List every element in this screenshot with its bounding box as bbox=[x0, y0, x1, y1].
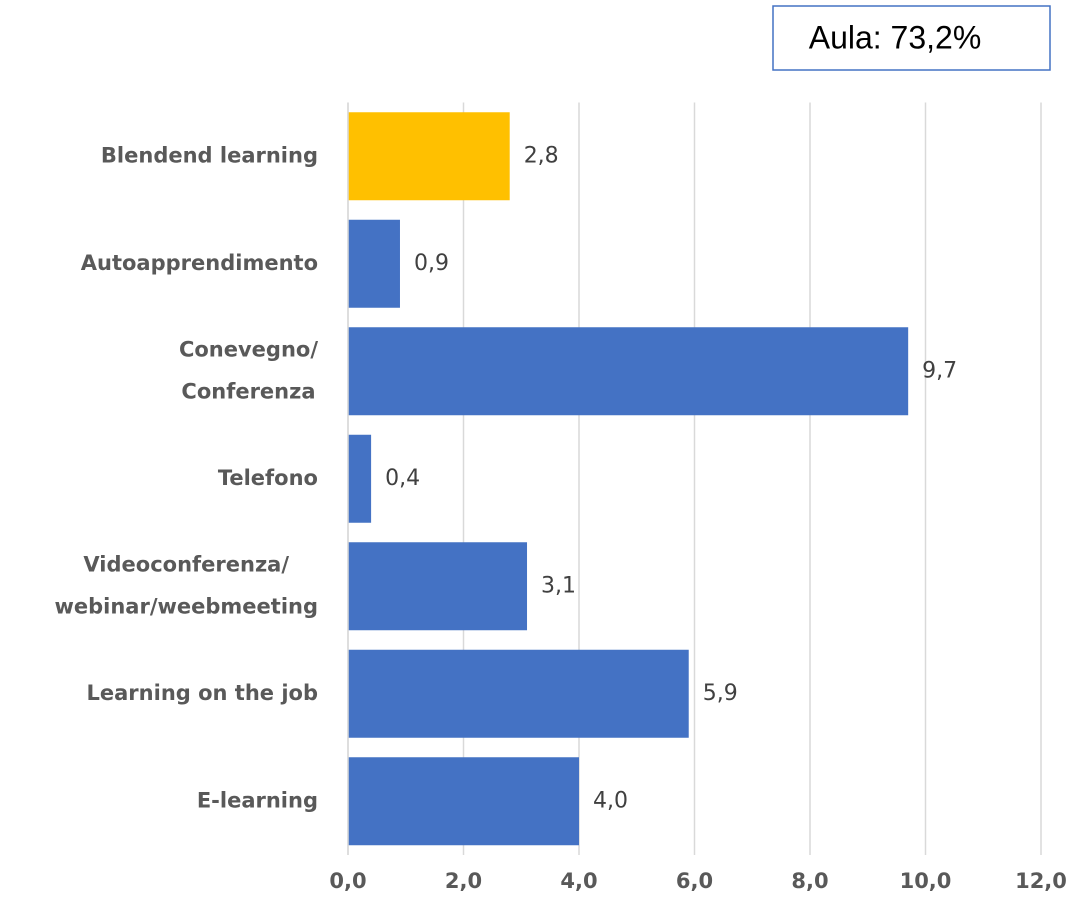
y-tick-label: Conevegno/Conferenza bbox=[179, 337, 318, 403]
value-label: 2,8 bbox=[524, 143, 559, 168]
x-tick-label: 10,0 bbox=[900, 869, 952, 893]
y-tick-label-line: Videoconferenza/ bbox=[83, 552, 289, 576]
y-tick-label: Autoapprendimento bbox=[81, 251, 318, 275]
annotation-box bbox=[772, 5, 1051, 71]
value-label: 4,0 bbox=[593, 788, 628, 813]
bar bbox=[348, 649, 689, 738]
y-tick-label: Blendend learning bbox=[101, 143, 318, 167]
y-tick-label-line: webinar/weebmeeting bbox=[54, 594, 318, 618]
value-label: 3,1 bbox=[541, 573, 576, 598]
y-tick-label: Learning on the job bbox=[87, 681, 318, 705]
y-tick-label-line: Conferenza bbox=[181, 379, 315, 403]
bar bbox=[348, 757, 579, 846]
value-label: 0,9 bbox=[414, 251, 449, 276]
y-tick-label: Videoconferenza/webinar/weebmeeting bbox=[54, 552, 318, 618]
annotation: Aula: 73,2% bbox=[809, 19, 982, 55]
bar bbox=[348, 327, 909, 416]
bar bbox=[348, 434, 372, 523]
x-tick-label: 12,0 bbox=[1015, 869, 1067, 893]
x-tick-label: 2,0 bbox=[445, 869, 482, 893]
y-tick-label-line: Conevegno/ bbox=[179, 337, 318, 361]
value-label: 9,7 bbox=[922, 358, 957, 383]
bar bbox=[348, 542, 528, 631]
x-tick-label: 8,0 bbox=[791, 869, 828, 893]
x-tick-label: 4,0 bbox=[560, 869, 597, 893]
bar bbox=[348, 219, 400, 308]
y-tick-label: E-learning bbox=[197, 788, 318, 812]
bar bbox=[348, 112, 510, 201]
x-tick-label: 6,0 bbox=[676, 869, 713, 893]
value-label: 0,4 bbox=[385, 466, 420, 491]
value-label: 5,9 bbox=[703, 681, 738, 706]
x-tick-label: 0,0 bbox=[329, 869, 366, 893]
y-tick-label: Telefono bbox=[218, 466, 318, 490]
